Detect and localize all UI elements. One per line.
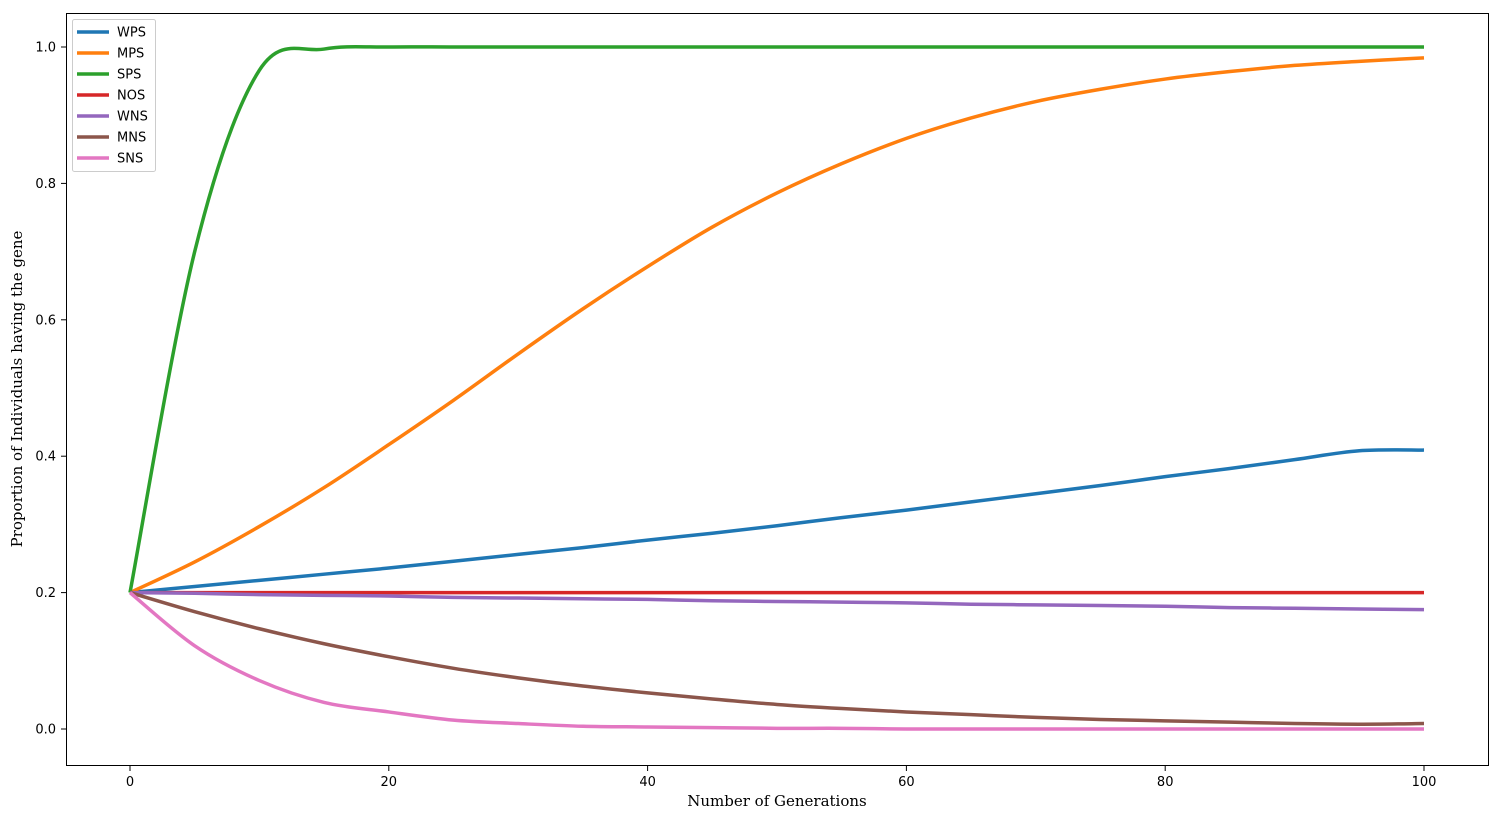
legend-label: MNS [117, 131, 146, 146]
series-line-sns [128, 591, 1424, 731]
plot-lines [128, 44, 1425, 731]
legend-item-sps: SPS [77, 68, 141, 83]
x-tick-label: 0 [126, 775, 134, 790]
legend-label: SNS [117, 152, 143, 167]
y-axis-ticks: 0.0 0.2 0.4 0.6 0.8 1.0 [35, 41, 66, 738]
y-tick-label: 0.2 [35, 586, 56, 601]
y-tick-label: 0.6 [35, 313, 56, 328]
legend-item-mns: MNS [77, 131, 146, 146]
legend-item-wps: WPS [77, 26, 146, 41]
legend-label: WPS [117, 26, 146, 41]
x-tick-label: 80 [1157, 775, 1174, 790]
y-axis-label: Proportion of Individuals having the gen… [8, 231, 26, 548]
y-tick-label: 1.0 [35, 41, 56, 56]
legend-label: MPS [117, 47, 144, 62]
series-line-wps [129, 448, 1425, 595]
legend-label: SPS [117, 68, 141, 83]
legend-item-mps: MPS [77, 47, 144, 62]
series-line-mps [129, 56, 1425, 595]
x-axis-label: Number of Generations [687, 792, 867, 810]
legend: WPS MPS SPS NOS WNS MNS SNS [72, 19, 156, 172]
x-tick-label: 40 [639, 775, 656, 790]
x-axis-ticks: 0 20 40 60 80 100 [126, 766, 1437, 790]
series-line-sps [128, 44, 1424, 593]
legend-item-wns: WNS [77, 110, 148, 125]
legend-item-nos: NOS [77, 89, 145, 104]
series-line-mns [129, 590, 1425, 726]
y-tick-label: 0.0 [35, 723, 56, 738]
legend-box [72, 19, 156, 172]
plot-frame [66, 13, 1489, 766]
y-tick-label: 0.8 [35, 177, 56, 192]
legend-item-sns: SNS [77, 152, 143, 167]
legend-label: WNS [117, 110, 148, 125]
x-tick-label: 60 [898, 775, 915, 790]
x-tick-label: 20 [381, 775, 398, 790]
x-tick-label: 100 [1412, 775, 1437, 790]
y-tick-label: 0.4 [35, 450, 56, 465]
series-line-wns [129, 590, 1425, 612]
legend-label: NOS [117, 89, 145, 104]
